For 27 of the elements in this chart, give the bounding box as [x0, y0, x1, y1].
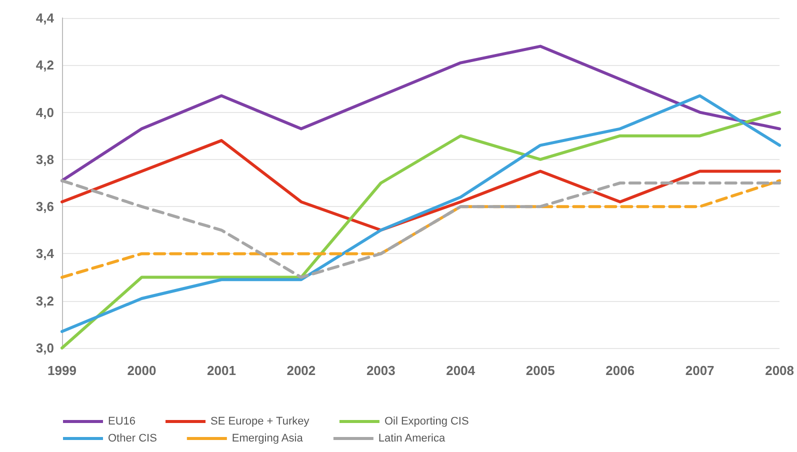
x-tick-label: 2005 — [526, 363, 555, 378]
line-series — [60, 139, 782, 232]
y-tick-label: 4,0 — [36, 104, 54, 120]
y-tick-label: 4,2 — [36, 58, 54, 73]
x-tick-label: 2006 — [606, 363, 635, 378]
legend-label: Oil Exporting CIS — [384, 416, 469, 428]
y-tick-label: 3,4 — [36, 246, 55, 262]
x-tick-label: 2008 — [765, 363, 794, 378]
y-tick-label: 3,0 — [36, 340, 54, 356]
x-tick-label: 2001 — [206, 363, 236, 378]
x-tick-label: 2007 — [685, 363, 714, 378]
y-tick-label: 3,2 — [36, 293, 54, 308]
legend-label: Latin America — [378, 432, 446, 444]
x-tick-label: 2000 — [127, 363, 156, 378]
y-tick-label: 4,4 — [36, 10, 55, 26]
legend-label: Emerging Asia — [232, 432, 304, 444]
x-tick-label: 2004 — [446, 363, 476, 378]
x-tick-label: 2003 — [366, 363, 396, 378]
legend-label: SE Europe + Turkey — [210, 416, 310, 428]
y-tick-label: 3,8 — [36, 152, 54, 167]
x-tick-label: 1999 — [48, 363, 76, 378]
line-series — [60, 44, 782, 182]
legend-label: Other CIS — [108, 432, 157, 444]
line-series — [60, 179, 782, 279]
y-tick-label: 3,6 — [36, 199, 54, 214]
x-tick-label: 2002 — [286, 363, 316, 378]
legend-label: EU16 — [108, 416, 136, 428]
